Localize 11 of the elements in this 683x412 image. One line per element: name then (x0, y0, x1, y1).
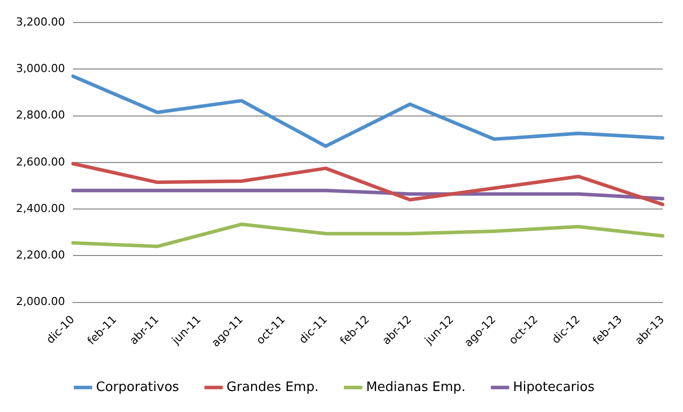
y-tick-label: 2,400.00 (16, 202, 65, 215)
legend-label: Hipotecarios (512, 380, 595, 395)
legend-label: Grandes Emp. (226, 380, 319, 395)
y-tick-label: 2,200.00 (16, 248, 65, 262)
y-tick-label: 2,600.00 (16, 155, 65, 168)
y-tick-label: 2,800.00 (16, 108, 65, 122)
legend-label: Medianas Emp. (366, 380, 466, 395)
legend-label: Corporativos (96, 380, 180, 395)
y-tick-label: 2,000.00 (16, 295, 65, 308)
y-tick-label: 3,200.00 (16, 15, 65, 28)
y-tick-label: 3,000.00 (16, 62, 65, 76)
